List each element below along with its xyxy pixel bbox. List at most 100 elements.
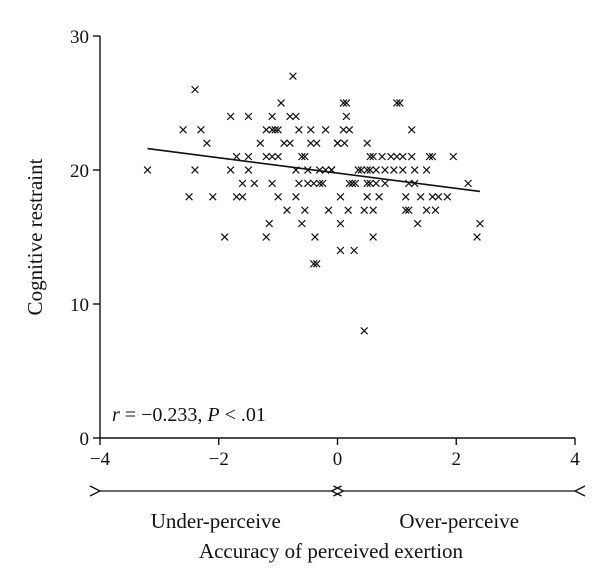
y-tick-label: 20 <box>70 161 89 182</box>
data-point <box>274 152 282 161</box>
data-point <box>366 152 374 161</box>
data-point <box>298 152 306 161</box>
data-point <box>398 166 407 174</box>
data-point <box>407 125 416 134</box>
x-axis-title: Accuracy of perceived exertion <box>199 539 464 563</box>
data-point <box>336 192 345 201</box>
data-point <box>344 206 353 215</box>
data-point <box>312 259 321 268</box>
data-point <box>401 192 410 201</box>
region-label: Under-perceive <box>151 509 281 533</box>
data-point <box>244 152 253 161</box>
data-point <box>321 125 330 134</box>
data-point <box>271 125 279 134</box>
data-point <box>428 192 437 201</box>
y-tick-label: 0 <box>80 429 90 450</box>
data-point <box>274 192 282 201</box>
data-point <box>366 166 374 174</box>
data-point <box>339 99 348 107</box>
data-point <box>381 166 389 174</box>
data-point <box>185 192 193 201</box>
data-point <box>315 179 324 188</box>
correlation-annotation: r = −0.233, P < .01 <box>112 404 266 426</box>
data-point <box>369 152 377 161</box>
r-value: = −0.233, <box>120 404 208 426</box>
data-point <box>443 192 452 201</box>
data-point <box>413 219 422 228</box>
data-point <box>306 139 315 148</box>
data-point <box>473 233 481 241</box>
x-tick-label: 2 <box>452 449 462 470</box>
data-point <box>350 246 358 255</box>
data-point <box>387 152 395 161</box>
data-point <box>390 166 398 174</box>
data-point <box>375 192 383 201</box>
data-point <box>476 219 484 228</box>
data-point <box>208 192 217 201</box>
ticks: −4 −2 0 2 4 0 10 20 30 <box>70 27 580 470</box>
p-symbol: P <box>206 404 219 426</box>
data-point <box>262 125 271 134</box>
data-point <box>268 152 277 161</box>
data-point <box>357 166 366 174</box>
region-label: Over-perceive <box>399 509 519 533</box>
data-point <box>262 152 271 161</box>
data-point <box>345 125 354 134</box>
data-point <box>398 152 407 161</box>
data-point <box>360 326 369 335</box>
data-point <box>369 233 377 241</box>
data-point <box>339 125 348 134</box>
data-point <box>372 166 380 174</box>
data-point <box>289 72 297 81</box>
data-point <box>464 179 472 188</box>
data-point <box>404 179 413 188</box>
data-point <box>191 166 199 174</box>
data-point <box>280 139 288 148</box>
data-point <box>232 152 241 161</box>
data-point <box>277 99 285 107</box>
data-point <box>363 166 372 174</box>
data-point <box>295 125 303 134</box>
data-point <box>197 125 205 134</box>
data-point <box>422 206 431 215</box>
data-point <box>449 152 458 161</box>
data-point <box>244 166 253 174</box>
data-point <box>336 219 345 228</box>
data-point <box>340 139 349 148</box>
data-point <box>286 112 294 121</box>
data-point <box>220 233 229 241</box>
data-point <box>381 179 389 188</box>
p-value: < .01 <box>220 404 266 426</box>
data-point <box>404 206 413 215</box>
data-point <box>265 219 274 228</box>
data-point <box>303 179 312 188</box>
data-point <box>191 85 199 94</box>
data-point <box>306 125 315 134</box>
data-point <box>354 166 363 174</box>
data-point <box>292 112 300 121</box>
data-point <box>363 139 372 148</box>
data-point <box>250 179 259 188</box>
x-tick-label: −2 <box>209 449 229 470</box>
data-point <box>301 206 309 215</box>
data-point <box>203 139 211 148</box>
data-point <box>318 179 327 188</box>
data-point <box>226 112 235 121</box>
data-point <box>268 179 277 188</box>
data-point <box>422 166 431 174</box>
data-point <box>283 206 291 215</box>
data-point <box>238 192 247 201</box>
data-points <box>143 72 484 335</box>
data-point <box>363 192 372 201</box>
data-point <box>295 179 303 188</box>
r-symbol: r <box>112 404 120 426</box>
data-point <box>268 112 277 121</box>
data-point <box>428 152 437 161</box>
data-point <box>396 99 404 107</box>
data-point <box>256 139 265 148</box>
data-point <box>416 192 425 201</box>
trend-line <box>147 147 481 193</box>
data-point <box>407 152 416 161</box>
data-point <box>366 179 374 188</box>
